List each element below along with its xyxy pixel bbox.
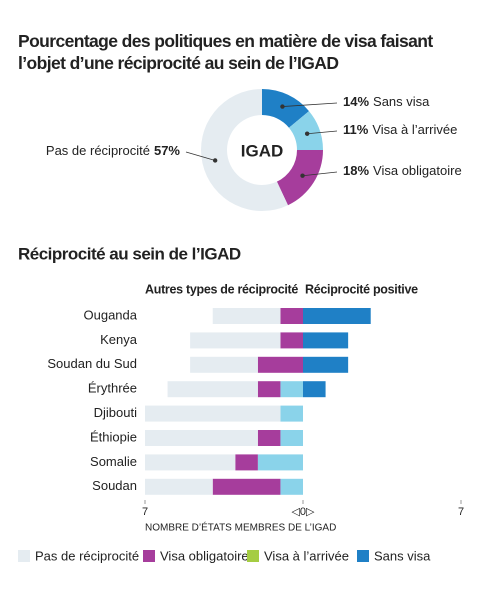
- y-tick-label: Soudan du Sud: [47, 356, 137, 371]
- bar: [190, 356, 258, 373]
- right-header: Réciprocité positive: [305, 282, 418, 296]
- bar: [145, 454, 236, 471]
- category-label: Pas de réciprocité: [46, 143, 150, 158]
- value-label: 57%: [154, 143, 180, 158]
- y-tick-label: Ouganda: [84, 307, 138, 322]
- bar: [257, 381, 281, 398]
- legend-swatch: [357, 550, 369, 562]
- bar: [303, 332, 349, 349]
- chart-title: Pourcentage des politiques en matière de…: [18, 31, 433, 73]
- leader-line: [307, 130, 338, 135]
- donut-segment: [288, 111, 323, 150]
- data-label: 11% Visa à l’arrivée: [343, 122, 457, 137]
- value-label: 11%: [343, 122, 369, 137]
- bar: [280, 381, 303, 398]
- legend-swatch: [143, 550, 155, 562]
- bar: [257, 430, 281, 446]
- leader-dot: [304, 131, 310, 136]
- y-tick-label: Somalie: [90, 454, 137, 469]
- leader-line: [302, 171, 338, 177]
- y-tick-label: Éthiopie: [90, 429, 137, 444]
- left-header: Autres types de réciprocité: [145, 282, 298, 296]
- data-label: 14% Sans visa: [343, 94, 430, 109]
- y-tick-label: Kenya: [100, 332, 138, 347]
- leader-line: [185, 151, 216, 161]
- data-label: 18% Visa obligatoire: [343, 163, 462, 178]
- bar: [212, 308, 281, 324]
- y-tick-label: Érythrée: [88, 381, 137, 396]
- x-tick-label: ◁0▷: [291, 506, 315, 518]
- bar: [280, 308, 303, 324]
- leader-dot: [300, 173, 305, 178]
- chart-title: Réciprocité au sein de l’IGAD: [18, 244, 241, 263]
- bar: [145, 430, 258, 446]
- donut-segment: [276, 150, 323, 206]
- legend-swatch: [18, 550, 30, 562]
- value-label: 14%: [343, 94, 369, 109]
- leader-dot: [280, 104, 285, 109]
- category-label: Visa à l’arrivée: [372, 122, 457, 137]
- x-axis-label: NOMBRE D’ÉTATS MEMBRES DE L’IGAD: [145, 521, 336, 534]
- bar: [303, 356, 349, 373]
- bar: [280, 332, 303, 349]
- category-label: Visa obligatoire: [373, 163, 462, 178]
- legend-label: Pas de réciprocité: [35, 548, 139, 563]
- bar: [257, 454, 303, 471]
- leader-line: [282, 102, 338, 107]
- y-tick-label: Soudan: [92, 478, 137, 493]
- legend-label: Visa à l’arrivée: [264, 548, 349, 563]
- legend-swatch: [247, 550, 259, 562]
- bar: [212, 478, 281, 495]
- bar: [167, 381, 258, 398]
- bar: [235, 454, 258, 471]
- donut-segment: [262, 89, 310, 128]
- legend-label: Sans visa: [374, 548, 431, 563]
- y-tick-label: Djibouti: [94, 405, 137, 420]
- leader-dot: [212, 158, 218, 163]
- bar: [303, 381, 326, 398]
- bar: [145, 405, 281, 422]
- legend-label: Visa obligatoire: [160, 548, 249, 563]
- data-label: Pas de réciprocité 57%: [46, 143, 181, 158]
- bar: [280, 405, 303, 422]
- bar: [257, 356, 303, 373]
- center-label: IGAD: [241, 141, 284, 160]
- bar: [303, 308, 371, 324]
- bar: [280, 478, 303, 495]
- value-label: 18%: [343, 163, 369, 178]
- bar: [145, 478, 213, 495]
- bar: [280, 430, 303, 446]
- bar: [190, 332, 281, 349]
- donut-segment: [200, 89, 288, 211]
- x-tick-label: 7: [458, 506, 464, 518]
- category-label: Sans visa: [373, 94, 430, 109]
- x-tick-label: 7: [142, 506, 148, 518]
